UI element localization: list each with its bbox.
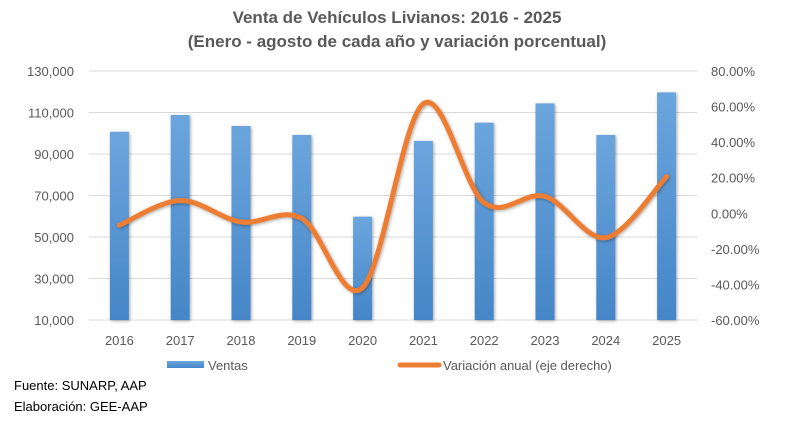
right-axis-tick-label: -40.00% — [711, 277, 760, 292]
right-axis: -60.00% -40.00% -20.00% 0.00% 20.00% 40.00% 60… — [711, 64, 760, 328]
left-axis-tick-label: 10,000 — [34, 313, 74, 328]
bar-2017 — [170, 114, 190, 321]
bar-2020 — [353, 216, 373, 320]
source-note: Fuente: SUNARP, AAP — [14, 378, 147, 393]
x-axis-tick-label: 2016 — [105, 333, 134, 348]
x-axis-tick-label: 2023 — [531, 333, 560, 348]
right-axis-tick-label: 20.00% — [711, 171, 756, 186]
x-axis-tick-label: 2019 — [287, 333, 316, 348]
x-axis: 2016 2017 2018 2019 2020 2021 2022 2023 2024 2025 — [105, 333, 681, 348]
legend-swatch-ventas — [167, 361, 204, 368]
elaboration-note: Elaboración: GEE-AAP — [14, 399, 148, 414]
left-axis-tick-label: 130,000 — [27, 64, 74, 79]
left-axis-tick-label: 110,000 — [28, 106, 74, 121]
bar-2025 — [657, 92, 677, 320]
x-axis-tick-label: 2025 — [652, 333, 681, 348]
variation-line — [116, 99, 670, 293]
right-axis-tick-label: 60.00% — [711, 100, 756, 115]
x-axis-tick-label: 2021 — [409, 333, 438, 348]
right-axis-tick-label: -60.00% — [711, 313, 760, 328]
legend-label-ventas: Ventas — [208, 358, 248, 373]
right-axis-tick-label: 0.00% — [711, 206, 748, 221]
line-series-variacion — [116, 99, 670, 293]
right-axis-tick-label: 80.00% — [711, 64, 756, 79]
bar-2022 — [474, 122, 494, 320]
left-axis-tick-label: 90,000 — [34, 147, 74, 162]
bar-2021 — [413, 140, 433, 320]
left-axis-tick-label: 30,000 — [34, 272, 74, 287]
bar-2019 — [292, 134, 312, 320]
chart-subtitle: (Enero - agosto de cada año y variación … — [187, 32, 607, 51]
x-axis-tick-label: 2017 — [166, 333, 195, 348]
bar-2023 — [535, 103, 555, 321]
bar-series-ventas — [109, 92, 677, 321]
x-axis-tick-label: 2024 — [591, 333, 620, 348]
x-axis-tick-label: 2022 — [470, 333, 499, 348]
left-axis: 10,000 30,000 50,000 70,000 90,000 110,000 130… — [27, 64, 74, 328]
right-axis-tick-label: 40.00% — [711, 135, 756, 150]
right-axis-tick-label: -20.00% — [711, 242, 760, 257]
left-axis-tick-label: 50,000 — [34, 230, 74, 245]
legend: Ventas Variación anual (eje derecho) — [167, 358, 612, 373]
legend-label-variacion: Variación anual (eje derecho) — [443, 358, 612, 373]
left-axis-tick-label: 70,000 — [34, 189, 74, 204]
bar-2024 — [596, 134, 616, 320]
x-axis-tick-label: 2018 — [227, 333, 256, 348]
chart-title: Venta de Vehículos Livianos: 2016 - 2025 — [232, 8, 562, 27]
x-axis-tick-label: 2020 — [348, 333, 377, 348]
